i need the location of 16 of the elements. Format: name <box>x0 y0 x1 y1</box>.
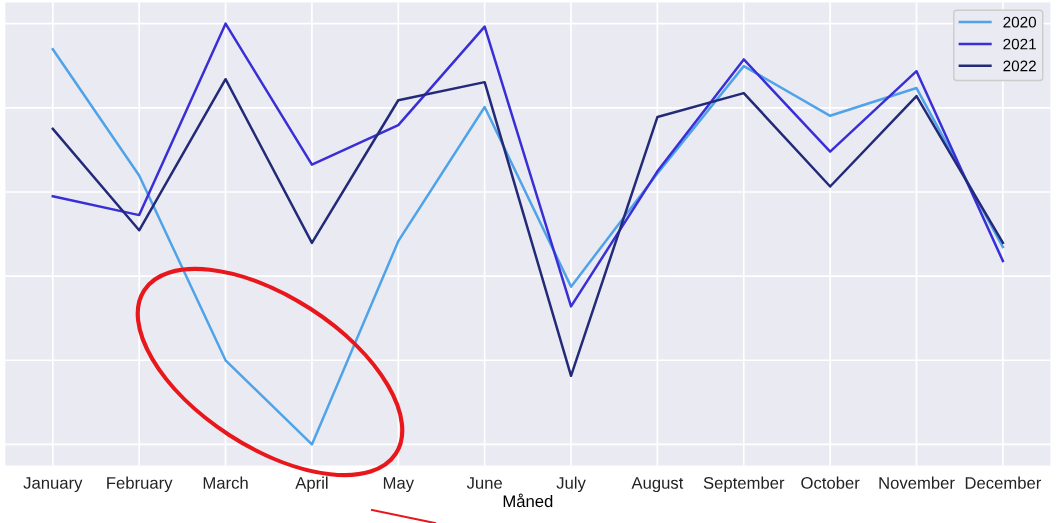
legend-label: 2022 <box>1003 60 1036 72</box>
x-tick-label: December <box>965 476 1042 489</box>
legend-label: 2020 <box>1003 16 1037 28</box>
legend-label: 2021 <box>1003 38 1036 50</box>
x-tick-label: April <box>295 476 328 493</box>
x-tick-label: August <box>631 477 684 493</box>
x-tick-label: June <box>466 477 502 489</box>
x-tick-label: September <box>703 476 785 493</box>
x-tick-label: March <box>203 476 248 489</box>
x-tick-label: November <box>879 476 955 489</box>
x-tick-label: May <box>383 477 414 493</box>
x-axis-title: Måned <box>503 493 553 508</box>
x-tick-label: January <box>23 477 83 493</box>
x-tick-label: February <box>107 476 173 493</box>
x-tick-label: July <box>556 476 586 493</box>
x-tick-label: October <box>801 476 860 489</box>
